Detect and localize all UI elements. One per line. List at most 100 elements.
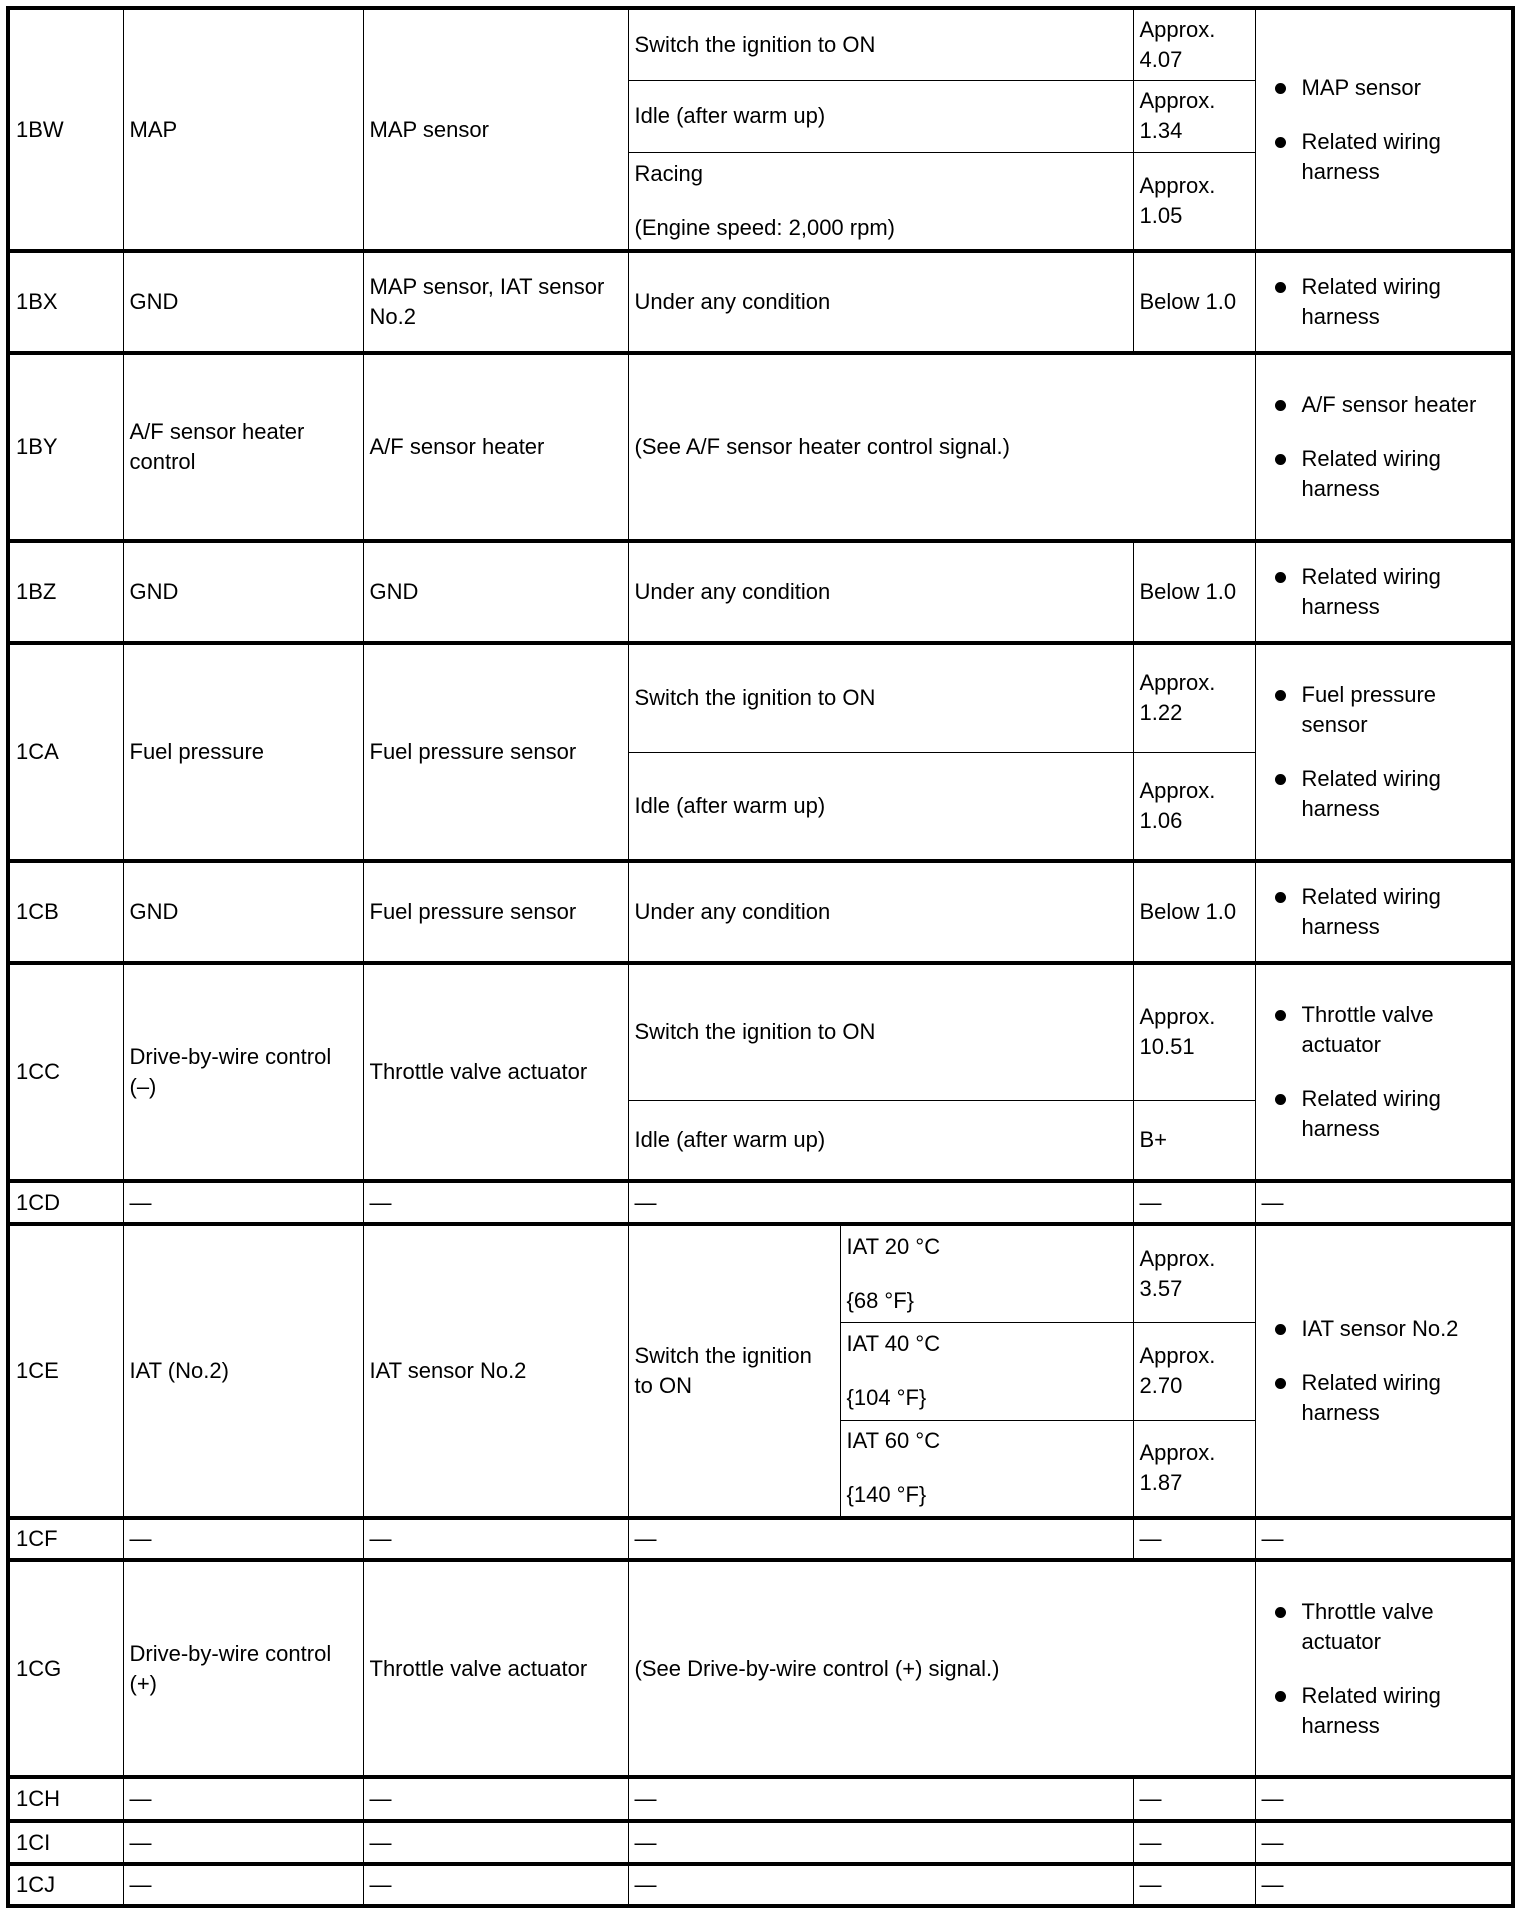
table-row: 1CJ — — — — — xyxy=(7,1862,1514,1907)
terminal-cell-text: 1CC xyxy=(16,1059,61,1084)
connected-to-cell-text: Throttle valve actuator xyxy=(369,1059,588,1084)
signal-name-cell: A/F sensor heater control xyxy=(122,351,364,542)
main-condition-cell: Switch the ignition to ON xyxy=(627,1222,841,1519)
voltage-cell: Approx. 3.57 xyxy=(1132,1222,1256,1323)
terminal-cell: 1CA xyxy=(7,641,124,862)
connected-to-cell-text: MAP sensor xyxy=(369,116,489,142)
table-row: 1CF — — — — — xyxy=(7,1516,1514,1561)
terminal-cell: 1CE xyxy=(7,1222,124,1519)
voltage-cell-text: Approx. xyxy=(1139,777,1216,803)
condition-cell-text: Switch the ignition to ON xyxy=(634,31,876,57)
signal-name-cell-text: GND xyxy=(129,579,179,604)
condition-cell-text: Switch the ignition to ON xyxy=(634,1019,876,1045)
voltage-cell-text: 1.34 xyxy=(1139,118,1183,143)
connected-to-cell-text: GND xyxy=(369,579,419,604)
table-row: Idle (after warm up) Approx. 1.34 xyxy=(8,79,1513,153)
connected-to-cell-text: Fuel pressure sensor xyxy=(369,899,577,924)
terminal-cell-text: 1CA xyxy=(16,739,59,764)
table-row: 1CC Drive-by-wire control (–) Throttle val… xyxy=(7,961,1514,1182)
possible-cause-item: Related wiring harness xyxy=(1274,127,1506,187)
connected-to-cell: — xyxy=(362,1819,629,1865)
terminal-cell-text: 1BY xyxy=(16,434,58,459)
table-row: Idle (after warm up) Approx. 1.06 xyxy=(8,751,1513,862)
possible-cause-cell: — xyxy=(1254,1819,1514,1865)
signal-name-cell: — xyxy=(122,1819,364,1865)
possible-cause-list: Related wiring harness xyxy=(1262,272,1506,332)
voltage-cell-text: 1.06 xyxy=(1139,807,1183,833)
possible-cause-cell: Fuel pressure sensor Related wiring harne… xyxy=(1254,641,1514,862)
condition-cell: Switch the ignition to ON xyxy=(627,6,1134,81)
terminal-cell-text: 1CG xyxy=(16,1655,62,1681)
connected-to-cell-text: IAT sensor No.2 xyxy=(369,1358,527,1383)
condition-cell-text: Idle (after warm up) xyxy=(634,1126,826,1152)
voltage-cell: Approx. 1.05 xyxy=(1132,151,1256,252)
possible-cause-cell: A/F sensor heater Related wiring harness xyxy=(1254,351,1514,542)
signal-name-cell-text: MAP xyxy=(129,116,178,142)
voltage-cell-text: — xyxy=(1139,1526,1162,1551)
condition-cell-text: (Engine speed: 2,000 rpm) xyxy=(634,214,896,240)
terminal-cell: 1CC xyxy=(7,961,124,1182)
voltage-cell-text: Approx. xyxy=(1139,1440,1216,1466)
voltage-cell: — xyxy=(1132,1775,1256,1822)
possible-cause-item: A/F sensor heater xyxy=(1274,390,1506,420)
condition-cell-text: — xyxy=(634,1829,657,1855)
voltage-cell: Approx. 4.07 xyxy=(1132,6,1256,81)
connected-to-cell: Fuel pressure sensor xyxy=(362,859,629,964)
voltage-cell: — xyxy=(1132,1862,1256,1907)
possible-cause-cell-text: — xyxy=(1261,1526,1284,1551)
signal-name-cell-text: A/F sensor heater control xyxy=(129,419,305,474)
voltage-cell: Approx. 1.87 xyxy=(1132,1419,1256,1519)
sub-condition-cell: IAT 20 °C {68 °F} xyxy=(839,1222,1134,1323)
signal-name-cell-text: Drive-by-wire control (–) xyxy=(129,1044,332,1099)
possible-cause-cell-text: — xyxy=(1261,1189,1284,1215)
voltage-cell-text: 1.05 xyxy=(1139,202,1183,228)
table-row: 1CB GND Fuel pressure sensor Under any cond… xyxy=(7,859,1514,964)
signal-name-cell-text: — xyxy=(129,1829,152,1855)
signal-name-cell: GND xyxy=(122,249,364,354)
table-row: 1CE IAT (No.2) IAT sensor No.2 Switch the i… xyxy=(7,1222,1514,1519)
condition-cell: Racing (Engine speed: 2,000 rpm) xyxy=(627,151,1134,252)
voltage-cell: — xyxy=(1132,1179,1256,1225)
connected-to-cell: Fuel pressure sensor xyxy=(362,641,629,862)
sub-condition-cell: IAT 40 °C {104 °F} xyxy=(839,1321,1134,1421)
condition-cell: Idle (after warm up) xyxy=(627,79,1134,153)
possible-cause-list: Throttle valve actuator Related wiring ha… xyxy=(1262,1000,1506,1144)
sub-condition-cell-text: IAT 40 °C xyxy=(846,1331,941,1356)
signal-name-cell: IAT (No.2) xyxy=(122,1222,364,1519)
voltage-cell-text: Approx. xyxy=(1139,1343,1216,1368)
possible-cause-list: MAP sensor Related wiring harness xyxy=(1262,73,1506,187)
condition-cell: Under any condition xyxy=(627,859,1134,964)
voltage-cell-text: 3.57 xyxy=(1139,1275,1183,1301)
signal-name-cell-text: IAT (No.2) xyxy=(129,1358,229,1383)
voltage-cell: B+ xyxy=(1132,1099,1256,1182)
connected-to-cell-text: — xyxy=(369,1829,392,1855)
condition-cell-text: Under any condition xyxy=(634,899,831,924)
condition-cell: Under any condition xyxy=(627,249,1134,354)
condition-cell-text: Switch the ignition to ON xyxy=(634,685,876,711)
voltage-cell: Approx. 2.70 xyxy=(1132,1321,1256,1421)
terminal-cell-text: 1CF xyxy=(16,1526,58,1551)
possible-cause-cell: IAT sensor No.2 Related wiring harness xyxy=(1254,1222,1514,1519)
table-row: 1CG Drive-by-wire control (+) Throttle val… xyxy=(7,1558,1514,1778)
terminal-cell: 1CG xyxy=(7,1558,124,1778)
table-row: IAT 60 °C {140 °F} Approx. 1.87 xyxy=(8,1419,1513,1519)
possible-cause-cell: Related wiring harness xyxy=(1254,539,1514,644)
terminal-cell-text: 1CB xyxy=(16,899,59,924)
signal-name-cell: GND xyxy=(122,539,364,644)
terminal-cell-text: 1BX xyxy=(16,289,58,314)
voltage-cell-text: Approx. xyxy=(1139,670,1216,696)
possible-cause-item: Related wiring harness xyxy=(1274,1681,1506,1741)
connected-to-cell: Throttle valve actuator xyxy=(362,1558,629,1778)
connected-to-cell: — xyxy=(362,1862,629,1907)
signal-name-cell: — xyxy=(122,1862,364,1907)
terminal-cell: 1CH xyxy=(7,1775,124,1822)
voltage-cell-text: — xyxy=(1139,1829,1162,1855)
table-row: Idle (after warm up) B+ xyxy=(8,1099,1513,1182)
condition-cell: — xyxy=(627,1775,1134,1822)
possible-cause-item: Fuel pressure sensor xyxy=(1274,680,1506,740)
signal-name-cell-text: — xyxy=(129,1526,152,1551)
condition-cell: — xyxy=(627,1819,1134,1865)
voltage-cell-text: 10.51 xyxy=(1139,1034,1195,1060)
connected-to-cell: GND xyxy=(362,539,629,644)
signal-name-cell: — xyxy=(122,1516,364,1561)
